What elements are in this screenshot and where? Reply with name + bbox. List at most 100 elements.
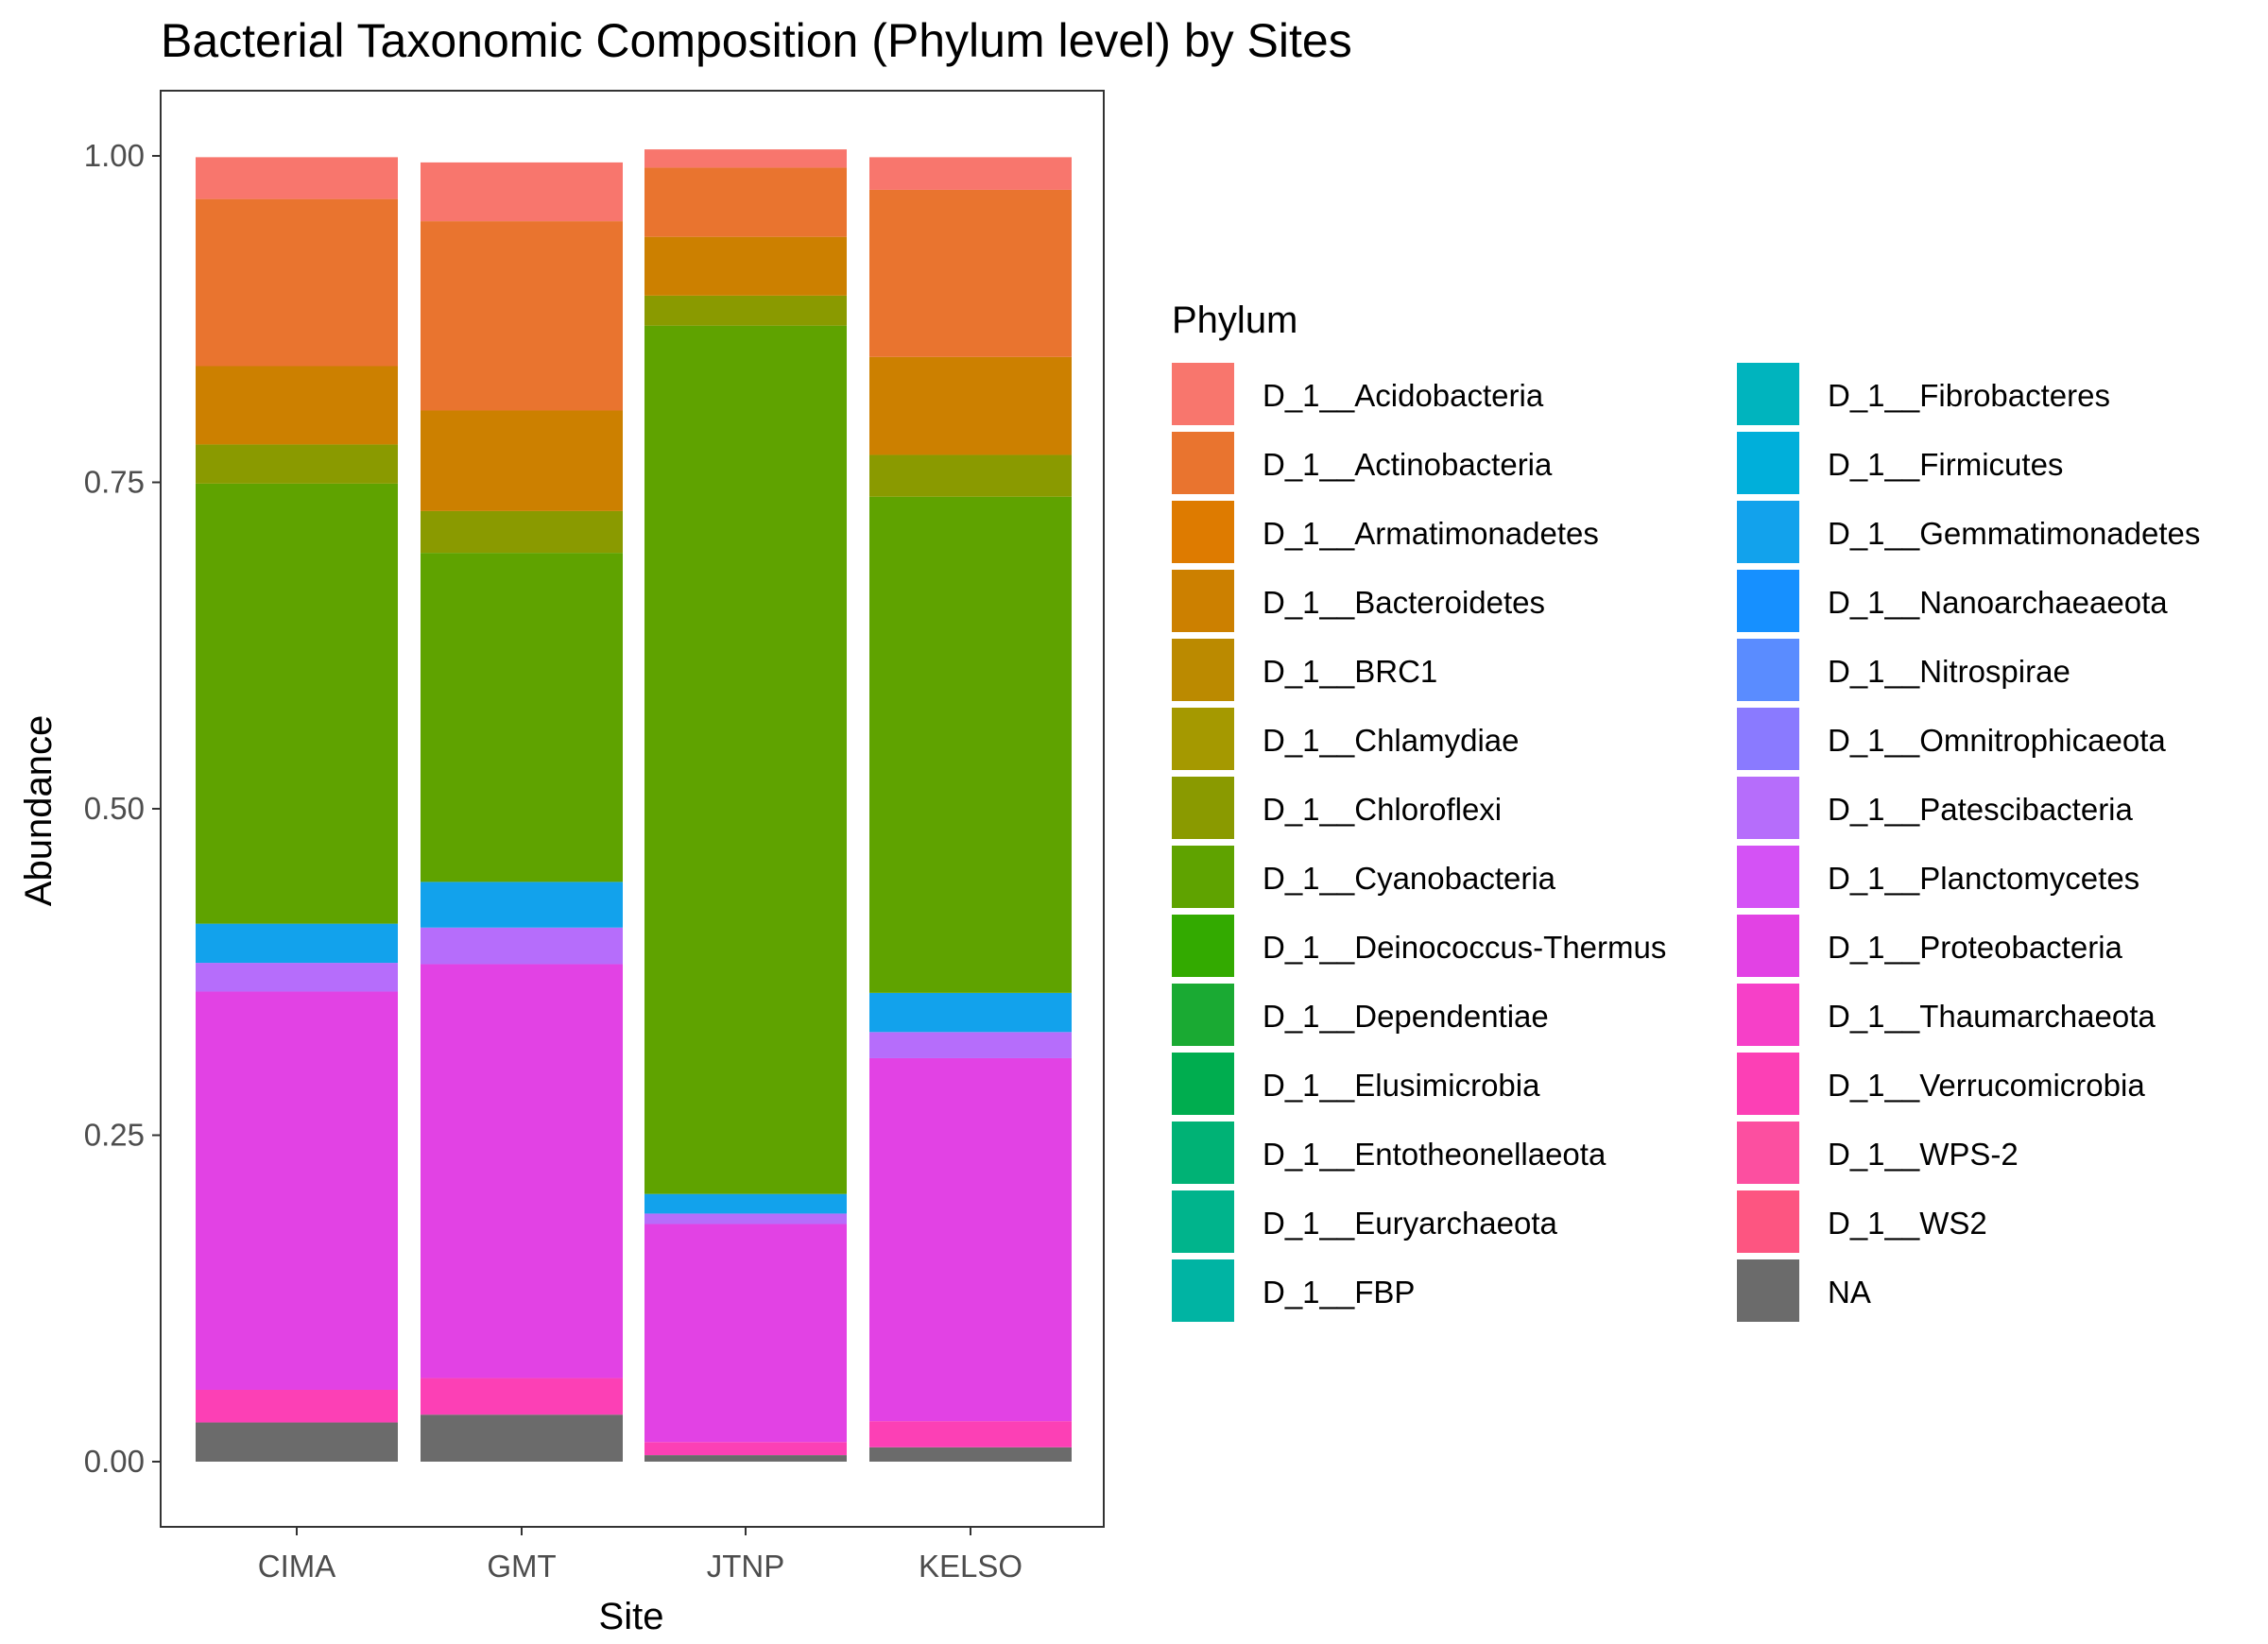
legend-label: D_1__WS2 — [1828, 1206, 1987, 1241]
bar-segment — [421, 1414, 623, 1462]
legend-swatch — [1737, 363, 1799, 425]
legend-swatch — [1172, 432, 1234, 494]
bar-stack-kelso — [869, 157, 1072, 1462]
legend-item: D_1__Planctomycetes — [1737, 846, 2139, 908]
bar-segment — [644, 295, 847, 326]
legend-title: Phylum — [1172, 300, 1297, 341]
legend-item: D_1__Omnitrophicaeota — [1737, 708, 2166, 770]
bar-segment — [644, 1442, 847, 1456]
bar-segment — [869, 496, 1072, 993]
bar-stack-cima — [196, 157, 398, 1462]
legend-swatch — [1172, 501, 1234, 563]
legend-label: D_1__Armatimonadetes — [1263, 516, 1599, 551]
legend-item: D_1__Deinococcus-Thermus — [1172, 915, 1666, 977]
legend-swatch — [1737, 708, 1799, 770]
legend-label: D_1__Elusimicrobia — [1263, 1068, 1540, 1103]
bar-segment — [869, 1447, 1072, 1462]
legend-label: D_1__Nitrospirae — [1828, 654, 2070, 689]
legend-swatch — [1737, 846, 1799, 908]
bar-stack-jtnp — [644, 149, 847, 1462]
legend-item: D_1__FBP — [1172, 1259, 1415, 1322]
bar-segment — [869, 1032, 1072, 1058]
bar-segment — [644, 1455, 847, 1462]
legend-label: D_1__Thaumarchaeota — [1828, 999, 2156, 1034]
bar-segment — [869, 1057, 1072, 1422]
legend: D_1__Acidobacteria D_1__Actinobacteria D_1… — [1172, 363, 2200, 1322]
legend-swatch — [1737, 432, 1799, 494]
bar-segment — [644, 1224, 847, 1443]
legend-label: D_1__Acidobacteria — [1263, 378, 1544, 413]
legend-label: D_1__Cyanobacteria — [1263, 861, 1556, 896]
legend-swatch — [1172, 363, 1234, 425]
legend-label: D_1__WPS-2 — [1828, 1137, 2019, 1172]
legend-label: D_1__Patescibacteria — [1828, 792, 2134, 827]
legend-label: D_1__Gemmatimonadetes — [1828, 516, 2200, 551]
legend-swatch — [1737, 501, 1799, 563]
bar-segment — [869, 356, 1072, 455]
bar-segment — [421, 1378, 623, 1415]
legend-item: NA — [1737, 1259, 1871, 1322]
x-tick-label: GMT — [487, 1549, 556, 1584]
bar-segment — [869, 157, 1072, 190]
legend-swatch — [1737, 984, 1799, 1046]
bar-segment — [869, 454, 1072, 497]
legend-label: D_1__Nanoarchaeaeota — [1828, 585, 2168, 620]
bar-segment — [196, 1389, 398, 1423]
legend-swatch — [1172, 1122, 1234, 1184]
legend-item: D_1__Chlamydiae — [1172, 708, 1520, 770]
x-tick-label: KELSO — [919, 1549, 1022, 1584]
legend-item: D_1__Dependentiae — [1172, 984, 1549, 1046]
legend-label: NA — [1828, 1275, 1871, 1310]
legend-label: D_1__Planctomycetes — [1828, 861, 2139, 896]
legend-swatch — [1172, 915, 1234, 977]
bar-segment — [196, 483, 398, 924]
legend-swatch — [1737, 915, 1799, 977]
x-tick-label: JTNP — [707, 1549, 785, 1584]
legend-label: D_1__Chloroflexi — [1263, 792, 1502, 827]
legend-item: D_1__Euryarchaeota — [1172, 1190, 1558, 1253]
legend-item: D_1__Armatimonadetes — [1172, 501, 1599, 563]
legend-label: D_1__Dependentiae — [1263, 999, 1549, 1034]
bar-segment — [421, 964, 623, 1379]
legend-swatch — [1737, 639, 1799, 701]
legend-item: D_1__WS2 — [1737, 1190, 1987, 1253]
legend-label: D_1__Proteobacteria — [1828, 930, 2123, 965]
y-axis-title: Abundance — [18, 715, 60, 906]
bar-segment — [421, 510, 623, 554]
legend-swatch — [1737, 570, 1799, 632]
bar-segment — [421, 927, 623, 965]
bar-segment — [644, 149, 847, 168]
legend-swatch — [1172, 846, 1234, 908]
x-axis-title: Site — [599, 1596, 664, 1637]
legend-item: D_1__Patescibacteria — [1737, 777, 2134, 839]
legend-label: D_1__Euryarchaeota — [1263, 1206, 1558, 1241]
legend-label: D_1__Actinobacteria — [1263, 447, 1553, 482]
bar-segment — [196, 366, 398, 445]
legend-label: D_1__Fibrobacteres — [1828, 378, 2110, 413]
legend-swatch — [1172, 1259, 1234, 1322]
legend-swatch — [1172, 570, 1234, 632]
bar-segment — [644, 236, 847, 296]
legend-item: D_1__Firmicutes — [1737, 432, 2063, 494]
legend-swatch — [1172, 639, 1234, 701]
legend-item: D_1__Thaumarchaeota — [1737, 984, 2156, 1046]
legend-item: D_1__Elusimicrobia — [1172, 1053, 1540, 1115]
x-tick-label: CIMA — [258, 1549, 336, 1584]
bar-segment — [196, 157, 398, 199]
legend-label: D_1__Deinococcus-Thermus — [1263, 930, 1666, 965]
legend-item: D_1__Chloroflexi — [1172, 777, 1502, 839]
legend-item: D_1__Entotheonellaeota — [1172, 1122, 1606, 1184]
bar-segment — [196, 444, 398, 484]
y-tick-label: 0.50 — [84, 791, 145, 826]
legend-item: D_1__Nanoarchaeaeota — [1737, 570, 2168, 632]
legend-swatch — [1172, 777, 1234, 839]
legend-label: D_1__Chlamydiae — [1263, 723, 1520, 758]
legend-label: D_1__FBP — [1263, 1275, 1415, 1310]
legend-label: D_1__Verrucomicrobia — [1828, 1068, 2145, 1103]
legend-label: D_1__Bacteroidetes — [1263, 585, 1545, 620]
legend-swatch — [1737, 1122, 1799, 1184]
bar-segment — [196, 923, 398, 964]
y-tick-label: 1.00 — [84, 138, 145, 173]
